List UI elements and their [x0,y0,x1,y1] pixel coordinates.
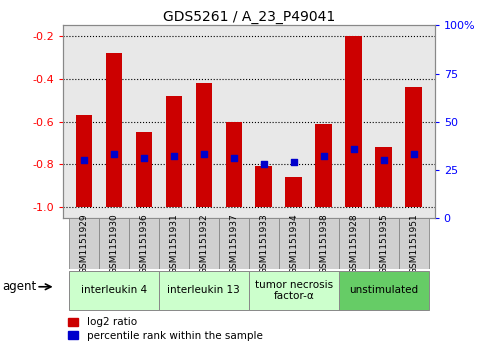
Point [80,157,87,163]
Text: GSM1151930: GSM1151930 [109,213,118,274]
Text: GSM1151928: GSM1151928 [349,213,358,274]
Point [200,151,208,157]
Bar [249,218,279,269]
Text: interleukin 4: interleukin 4 [81,285,147,295]
Text: GSM1151932: GSM1151932 [199,213,208,274]
Bar [196,83,212,207]
Bar [339,218,369,269]
Bar [159,218,189,269]
Bar [159,271,249,310]
Point [350,146,357,151]
Bar [189,218,219,269]
Bar [136,132,152,207]
Point [230,155,238,161]
Point [290,159,298,165]
Point [110,151,118,157]
Point [140,155,148,161]
Bar [375,147,392,207]
Bar [226,122,242,207]
Text: GSM1151933: GSM1151933 [259,213,268,274]
Bar [105,53,122,207]
Text: interleukin 13: interleukin 13 [168,285,240,295]
Bar [129,218,159,269]
Bar [69,271,159,310]
Point [410,151,418,157]
Bar [166,96,182,207]
Bar [285,177,302,207]
Point [260,161,268,167]
Bar [75,115,92,207]
Bar [69,218,99,269]
Bar [256,167,272,207]
Point [170,153,178,159]
Legend: log2 ratio, percentile rank within the sample: log2 ratio, percentile rank within the s… [68,317,263,340]
Point [380,157,387,163]
Bar [345,36,362,207]
Text: GSM1151951: GSM1151951 [409,213,418,274]
Bar [249,271,339,310]
Text: unstimulated: unstimulated [349,285,418,295]
Text: GSM1151937: GSM1151937 [229,213,238,274]
Bar [405,87,422,207]
Point [320,153,327,159]
Text: GSM1151935: GSM1151935 [379,213,388,274]
Text: GSM1151936: GSM1151936 [139,213,148,274]
Bar [309,218,339,269]
Text: GSM1151934: GSM1151934 [289,213,298,274]
Text: tumor necrosis
factor-α: tumor necrosis factor-α [255,280,333,301]
Text: GSM1151938: GSM1151938 [319,213,328,274]
Bar [99,218,129,269]
Text: agent: agent [2,280,37,293]
Bar [279,218,309,269]
Text: GSM1151929: GSM1151929 [79,213,88,274]
Bar [315,124,332,207]
Bar [339,271,429,310]
Text: GSM1151931: GSM1151931 [169,213,178,274]
Bar [219,218,249,269]
Title: GDS5261 / A_23_P49041: GDS5261 / A_23_P49041 [163,11,335,24]
Bar [398,218,429,269]
Bar [369,218,398,269]
